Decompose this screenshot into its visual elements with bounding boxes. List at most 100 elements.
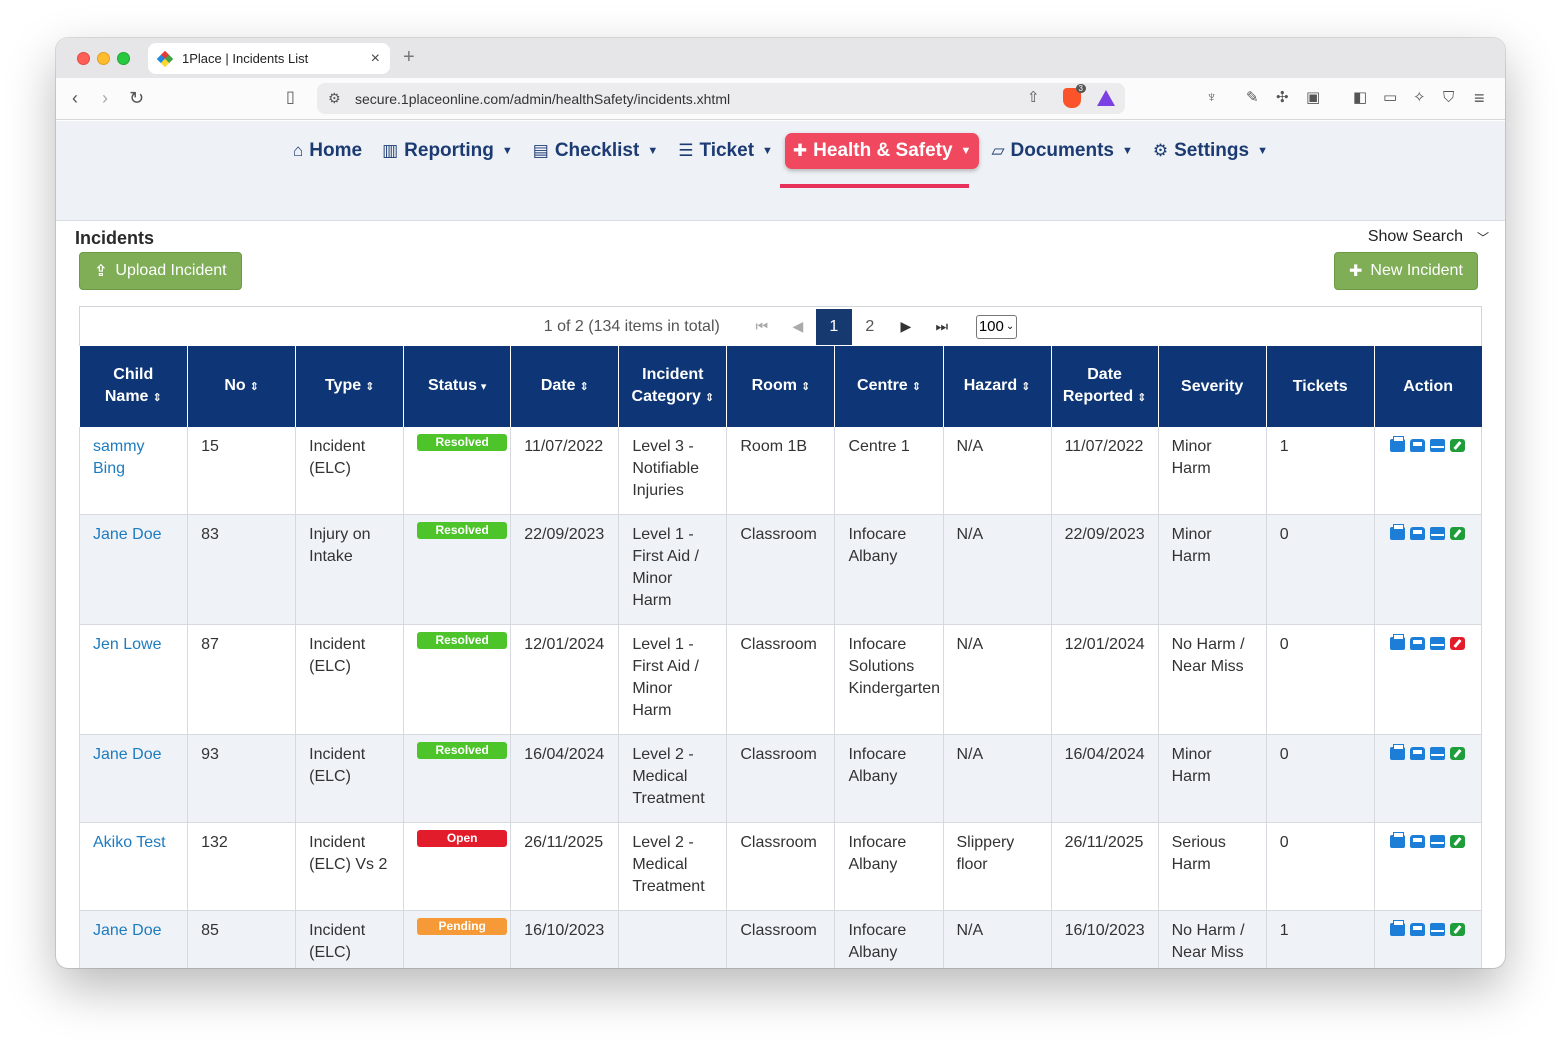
- extensions-icon[interactable]: ✣: [1276, 89, 1289, 106]
- table-row[interactable]: Jane Doe 85 Incident (ELC) Pending 16/10/202…: [78, 910, 1483, 968]
- share-icon[interactable]: ⇧: [1027, 89, 1040, 106]
- wallet-icon[interactable]: ▭: [1383, 89, 1398, 106]
- sort-icon[interactable]: ⇕: [579, 381, 589, 393]
- edit-icon[interactable]: [1450, 527, 1466, 540]
- child-name-link[interactable]: sammy Bing: [93, 438, 145, 477]
- print-icon[interactable]: [1390, 920, 1406, 936]
- tab-close-icon[interactable]: ×: [370, 49, 380, 67]
- screenshot-icon[interactable]: ▣: [1306, 89, 1321, 106]
- brave-rewards-icon[interactable]: [1097, 90, 1115, 106]
- edit-icon[interactable]: [1450, 439, 1466, 452]
- sort-icon[interactable]: ⇕: [152, 392, 162, 404]
- sort-icon[interactable]: ▾: [480, 381, 487, 393]
- table-row[interactable]: Jen Lowe 87 Incident (ELC) Resolved 12/01/20…: [78, 624, 1483, 735]
- print-icon[interactable]: [1390, 524, 1406, 540]
- column-header[interactable]: Child Name ⇕: [79, 346, 189, 427]
- email-icon[interactable]: [1430, 747, 1446, 760]
- menu-settings[interactable]: ⚙ Settings ▼: [1145, 133, 1276, 169]
- table-row[interactable]: sammy Bing 15 Incident (ELC) Resolved 11/07/…: [78, 427, 1483, 515]
- minimize-window-button[interactable]: [97, 52, 110, 65]
- email-icon[interactable]: [1430, 923, 1446, 936]
- address-bar[interactable]: ⚙ secure.1placeonline.com/admin/healthSa…: [317, 83, 1125, 114]
- menu-documents[interactable]: ▱ Documents ▼: [983, 133, 1140, 169]
- show-search-toggle[interactable]: Show Search ﹀: [1368, 228, 1489, 246]
- menu-health-safety[interactable]: ✚ Health & Safety ▼: [784, 133, 980, 169]
- column-header[interactable]: Status ▾: [403, 346, 512, 427]
- prev-page-icon[interactable]: ◀: [792, 318, 804, 334]
- inbox-icon[interactable]: [1410, 747, 1426, 760]
- menu-checklist[interactable]: ▤ Checklist ▼: [525, 133, 666, 169]
- zoom-window-button[interactable]: [117, 52, 130, 65]
- last-page-icon[interactable]: ⏭: [935, 318, 949, 334]
- edit-icon[interactable]: [1450, 747, 1466, 760]
- print-icon[interactable]: [1390, 832, 1406, 848]
- edit-icon[interactable]: [1450, 923, 1466, 936]
- column-header[interactable]: Hazard ⇕: [943, 346, 1052, 427]
- sort-icon[interactable]: ⇕: [800, 381, 811, 393]
- column-header[interactable]: Room ⇕: [726, 346, 836, 427]
- print-icon[interactable]: [1390, 744, 1406, 760]
- child-name-link[interactable]: Jane Doe: [93, 526, 162, 543]
- bookmark-icon[interactable]: ▯: [286, 89, 295, 106]
- rows-per-page-select[interactable]: 100 ⌄: [975, 314, 1018, 339]
- child-name-link[interactable]: Jane Doe: [93, 746, 162, 763]
- cell-date: 22/09/2023: [510, 514, 620, 625]
- eyedropper-icon[interactable]: ✎: [1246, 89, 1259, 106]
- column-header[interactable]: Type ⇕: [295, 346, 405, 427]
- email-icon[interactable]: [1430, 835, 1446, 848]
- table-row[interactable]: Akiko Test 132 Incident (ELC) Vs 2 Open 26/1…: [78, 822, 1483, 911]
- sort-icon[interactable]: ⇕: [1137, 392, 1147, 404]
- table-row[interactable]: Jane Doe 93 Incident (ELC) Resolved 16/04/20…: [78, 734, 1483, 823]
- child-name-link[interactable]: Jen Lowe: [93, 636, 162, 653]
- page-button-1[interactable]: 1: [815, 308, 852, 345]
- inbox-icon[interactable]: [1410, 439, 1426, 452]
- extension-1-icon[interactable]: ♆: [1206, 89, 1218, 106]
- upload-incident-button[interactable]: ⇪ Upload Incident: [79, 252, 242, 290]
- first-page-icon[interactable]: ⏮: [755, 318, 769, 334]
- close-window-button[interactable]: [77, 52, 90, 65]
- column-header[interactable]: Date ⇕: [510, 346, 620, 427]
- brave-shields-icon[interactable]: 3: [1063, 84, 1086, 108]
- sort-icon[interactable]: ⇕: [911, 381, 921, 393]
- sort-icon[interactable]: ⇕: [365, 381, 375, 393]
- reload-icon[interactable]: ↻: [129, 88, 145, 108]
- caret-down-icon: ▼: [762, 145, 773, 157]
- inbox-icon[interactable]: [1410, 527, 1426, 540]
- print-icon[interactable]: [1390, 634, 1406, 650]
- column-header[interactable]: Date Reported ⇕: [1051, 346, 1159, 427]
- forward-icon[interactable]: ›: [102, 88, 108, 108]
- edit-icon[interactable]: [1450, 835, 1466, 848]
- page-button-2[interactable]: 2: [865, 317, 875, 335]
- menu-ticket[interactable]: ☰ Ticket ▼: [670, 133, 781, 169]
- print-icon[interactable]: [1390, 436, 1406, 452]
- sort-icon[interactable]: ⇕: [249, 381, 259, 393]
- new-tab-button[interactable]: +: [403, 46, 415, 68]
- site-settings-icon[interactable]: ⚙: [328, 90, 341, 106]
- child-name-link[interactable]: Akiko Test: [93, 834, 166, 851]
- menu-reporting[interactable]: ▥ Reporting ▼: [374, 133, 521, 169]
- menu-icon[interactable]: ≡: [1474, 88, 1485, 108]
- menu-home[interactable]: ⌂ Home: [285, 133, 370, 169]
- next-page-icon[interactable]: ▶: [900, 318, 912, 334]
- cell-text: Classroom: [740, 636, 817, 653]
- sort-icon[interactable]: ⇕: [1021, 381, 1031, 393]
- new-incident-button[interactable]: ✚ New Incident: [1334, 252, 1478, 290]
- column-header[interactable]: No ⇕: [187, 346, 297, 427]
- browser-tab[interactable]: 1Place | Incidents List ×: [148, 43, 390, 74]
- column-header[interactable]: Incident Category ⇕: [618, 346, 728, 427]
- sidebar-icon[interactable]: ◧: [1353, 89, 1368, 106]
- table-row[interactable]: Jane Doe 83 Injury on Intake Resolved 22/09/…: [78, 514, 1483, 625]
- email-icon[interactable]: [1430, 439, 1446, 452]
- email-icon[interactable]: [1430, 527, 1446, 540]
- inbox-icon[interactable]: [1410, 923, 1426, 936]
- back-icon[interactable]: ‹: [72, 88, 78, 108]
- email-icon[interactable]: [1430, 637, 1446, 650]
- column-header[interactable]: Centre ⇕: [834, 346, 944, 427]
- inbox-icon[interactable]: [1410, 835, 1426, 848]
- vpn-icon[interactable]: ⛉: [1443, 89, 1455, 106]
- sort-icon[interactable]: ⇕: [704, 392, 715, 404]
- leo-ai-icon[interactable]: ✧: [1413, 89, 1426, 106]
- child-name-link[interactable]: Jane Doe: [93, 922, 162, 939]
- inbox-icon[interactable]: [1410, 637, 1426, 650]
- edit-icon[interactable]: [1450, 637, 1466, 650]
